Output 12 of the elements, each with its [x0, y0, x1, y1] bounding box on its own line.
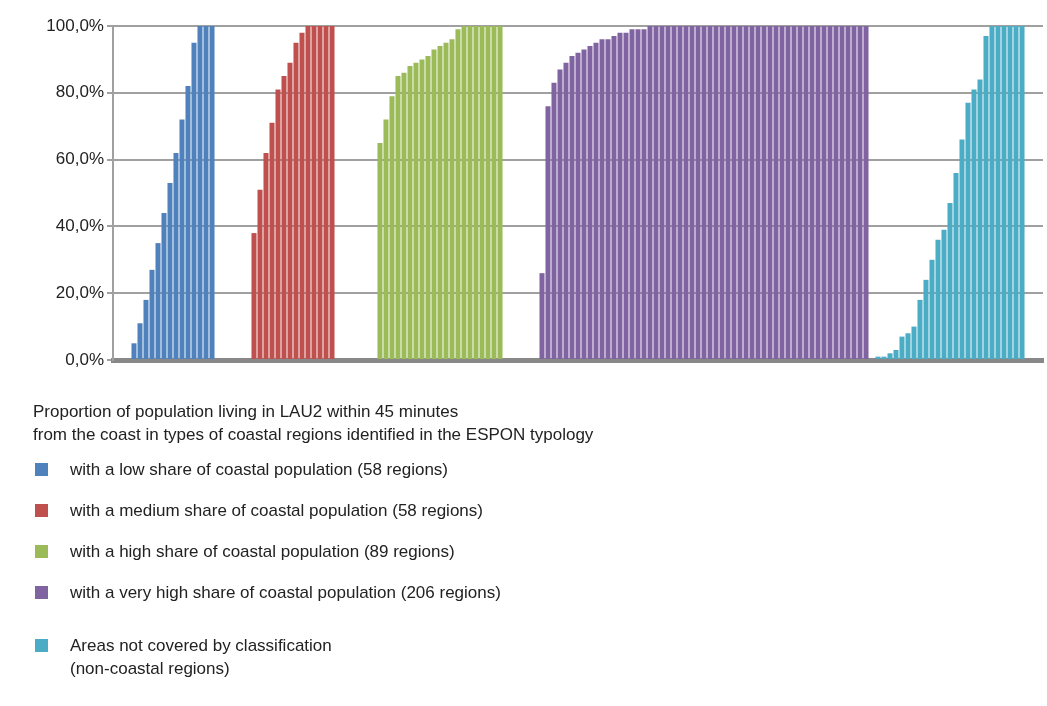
y-tick-label: 0,0% — [65, 349, 104, 369]
legend-label: with a very high share of coastal population (206 regions) — [70, 582, 501, 604]
y-tick-label: 80,0% — [55, 82, 104, 102]
legend-title: Proportion of population living in LAU2 within 45 minutes from the coast in types of coastal regions identified in the ESPON typology — [33, 401, 595, 446]
legend-label: with a high share of coastal population (89 regions) — [70, 541, 455, 563]
y-tick-label: 40,0% — [55, 216, 104, 236]
legend-label: Areas not covered by classification (non-coastal regions) — [70, 635, 332, 680]
legend-label: with a low share of coastal population (58 regions) — [70, 459, 448, 481]
y-tick-label: 60,0% — [55, 149, 104, 169]
y-tick-label: 20,0% — [55, 282, 104, 302]
legend-label: with a medium share of coastal population (58 regions) — [70, 500, 483, 522]
y-tick-label: 100,0% — [46, 15, 104, 35]
